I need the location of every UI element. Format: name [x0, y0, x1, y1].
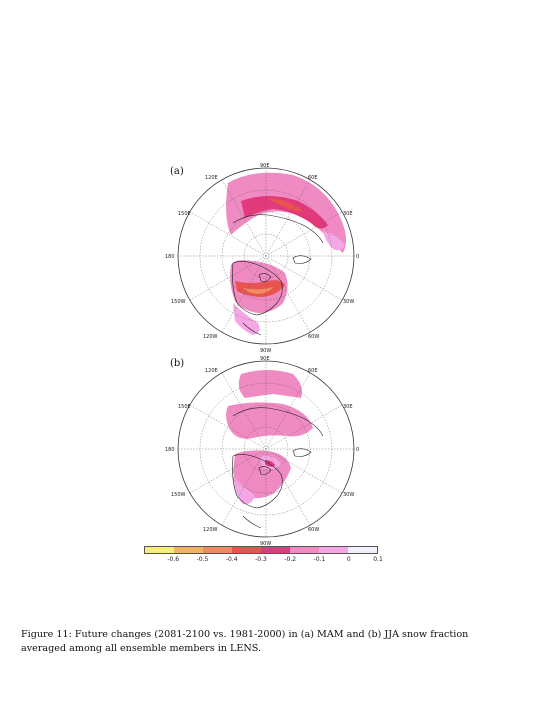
- polar-map-b: 90E 120E 150E 180 150W 120W 90W 60W 30W …: [165, 356, 359, 547]
- graticule-a: [178, 168, 354, 344]
- colorbar: [144, 546, 378, 554]
- caption-line-1: Figure 11: Future changes (2081-2100 vs.…: [21, 629, 469, 640]
- colorbar-cell: [174, 547, 203, 553]
- svg-text:60W: 60W: [308, 527, 319, 533]
- colorbar-cell: [348, 547, 377, 553]
- svg-text:120W: 120W: [203, 334, 218, 340]
- svg-text:150W: 150W: [171, 492, 186, 498]
- colorbar-tick-label: -0.5: [196, 556, 209, 563]
- svg-text:60E: 60E: [308, 368, 318, 374]
- polar-map-b-svg: 90E 120E 150E 180 150W 120W 90W 60W 30W …: [165, 356, 359, 547]
- snow-change-field-b: [226, 370, 313, 505]
- svg-text:150E: 150E: [178, 211, 191, 217]
- svg-text:0: 0: [356, 447, 359, 453]
- colorbar-tick-label: 0.1: [373, 556, 383, 563]
- svg-text:90W: 90W: [260, 348, 271, 354]
- colorbar-tick-label: 0: [346, 556, 351, 563]
- svg-text:120E: 120E: [205, 368, 218, 374]
- colorbar-tick-label: -0.4: [225, 556, 238, 563]
- colorbar-tick-labels: -0.6 -0.5 -0.4 -0.3 -0.2 -0.1 0 0.1: [144, 556, 382, 566]
- panel-b-label: (b): [170, 358, 185, 369]
- svg-text:180: 180: [165, 447, 175, 453]
- coastlines-a: [232, 214, 324, 336]
- colorbar-cell: [232, 547, 261, 553]
- svg-text:60W: 60W: [308, 334, 319, 340]
- svg-text:90E: 90E: [260, 163, 270, 169]
- svg-text:90W: 90W: [260, 541, 271, 547]
- svg-text:180: 180: [165, 254, 175, 260]
- svg-text:60E: 60E: [308, 175, 318, 181]
- svg-text:150W: 150W: [171, 299, 186, 305]
- colorbar-tick-label: -0.2: [284, 556, 297, 563]
- colorbar-tick-label: -0.3: [255, 556, 267, 563]
- figure-caption: Figure 11: Future changes (2081-2100 vs.…: [21, 628, 521, 656]
- colorbar-tick-label: -0.6: [167, 556, 180, 563]
- svg-text:150E: 150E: [178, 404, 191, 410]
- svg-text:0: 0: [356, 254, 359, 260]
- panel-a-label: (a): [170, 166, 184, 177]
- colorbar-cell: [319, 547, 348, 553]
- longitude-labels-b: 90E 120E 150E 180 150W 120W 90W 60W 30W …: [165, 356, 359, 547]
- colorbar-cell: [261, 547, 290, 553]
- colorbar-cell: [145, 547, 174, 553]
- svg-text:120E: 120E: [205, 175, 218, 181]
- polar-map-a-svg: 90E 120E 150E 180 150W 120W 90W 60W 30W …: [165, 163, 359, 354]
- svg-text:30W: 30W: [343, 299, 354, 305]
- polar-map-a: 90E 120E 150E 180 150W 120W 90W 60W 30W …: [165, 163, 359, 354]
- caption-line-2: averaged among all ensemble members in L…: [21, 643, 262, 654]
- svg-text:30E: 30E: [343, 404, 353, 410]
- svg-text:120W: 120W: [203, 527, 218, 533]
- coastlines-b: [232, 407, 324, 529]
- colorbar-cell: [290, 547, 319, 553]
- colorbar-tick-label: -0.1: [313, 556, 326, 563]
- svg-text:30W: 30W: [343, 492, 354, 498]
- longitude-labels-a: 90E 120E 150E 180 150W 120W 90W 60W 30W …: [165, 163, 359, 354]
- svg-text:90E: 90E: [260, 356, 270, 362]
- svg-text:30E: 30E: [343, 211, 353, 217]
- graticule-b: [178, 361, 354, 537]
- colorbar-cell: [203, 547, 232, 553]
